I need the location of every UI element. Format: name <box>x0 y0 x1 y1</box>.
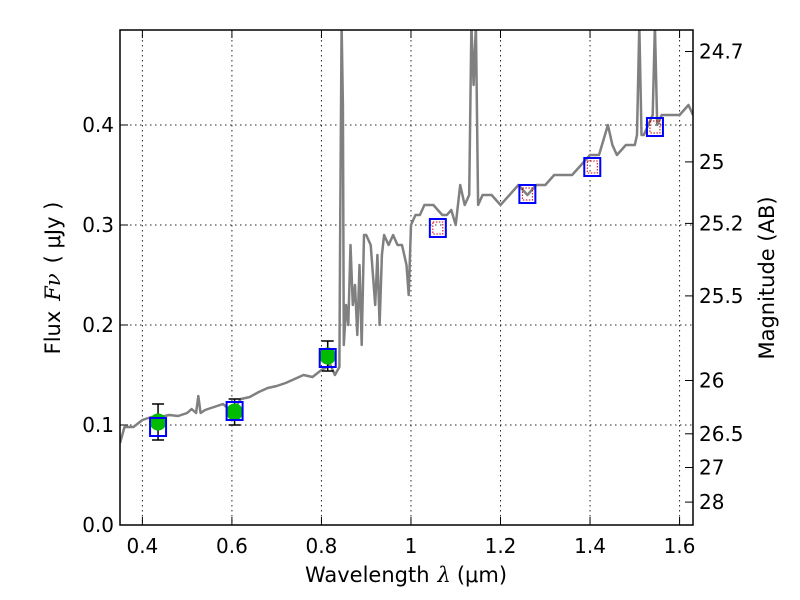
magnitude-tick-label: 24.7 <box>699 40 744 64</box>
observed-point <box>319 347 337 365</box>
observed-point <box>149 413 167 431</box>
x-tick-label: 1.4 <box>574 534 606 558</box>
x-tick-label: 1 <box>405 534 418 558</box>
y-axis-symbol: Fν <box>41 273 65 302</box>
model-photometry-square <box>428 218 447 238</box>
plot-area <box>120 30 693 444</box>
grid <box>120 30 693 525</box>
x-axis-symbol: λ <box>437 563 451 587</box>
model-photometry-square <box>518 184 537 204</box>
magnitude-tick-label: 25.2 <box>699 211 744 235</box>
upper-limit-marker <box>432 221 444 235</box>
x-tick-label: 0.8 <box>306 534 338 558</box>
y-axis-label: Flux Fν ( μJy ) <box>41 202 65 355</box>
y-tick-label: 0.4 <box>82 113 114 137</box>
model-photometry-square <box>318 348 337 368</box>
y-tick-label: 0.1 <box>82 413 114 437</box>
model-photometry-square <box>149 417 168 437</box>
x-tick-label: 1.6 <box>664 534 696 558</box>
x-axis-unit: (μm) <box>457 563 507 587</box>
axis-ticks: 0.4 0.6 0.8 1 1.2 1.4 1.6 0.0 0.1 0.2 0.3 0.4 24.7 25… <box>82 30 744 558</box>
spectrum-line <box>120 30 693 444</box>
magnitude-tick-label: 25 <box>699 150 724 174</box>
upper-limit-marker <box>586 160 598 174</box>
right-axis-label: Magnitude (AB) <box>755 196 779 359</box>
model-photometry-square <box>645 117 664 137</box>
magnitude-tick-label: 27 <box>699 456 724 480</box>
model-photometry-square <box>583 157 602 177</box>
magnitude-tick-label: 26.5 <box>699 422 744 446</box>
upper-limit-marker <box>521 187 533 201</box>
x-axis-label-text: Wavelength <box>305 563 430 587</box>
plot-frame <box>119 29 694 526</box>
model-photometry-square <box>225 401 244 421</box>
magnitude-tick-label: 25.5 <box>699 284 744 308</box>
x-tick-label: 0.4 <box>126 534 158 558</box>
x-axis-label: Wavelength λ (μm) <box>305 563 507 587</box>
magnitude-tick-label: 26 <box>699 369 724 393</box>
x-tick-label: 1.2 <box>485 534 517 558</box>
y-tick-label: 0.2 <box>82 313 114 337</box>
upper-limit-marker <box>649 120 661 134</box>
y-tick-label: 0.3 <box>82 213 114 237</box>
observed-point <box>226 403 244 421</box>
y-axis-unit: ( μJy ) <box>41 202 65 264</box>
y-tick-label: 0.0 <box>82 513 114 537</box>
y-axis-label-text: Flux <box>41 311 65 355</box>
magnitude-tick-label: 28 <box>699 490 724 514</box>
x-tick-label: 0.6 <box>216 534 248 558</box>
